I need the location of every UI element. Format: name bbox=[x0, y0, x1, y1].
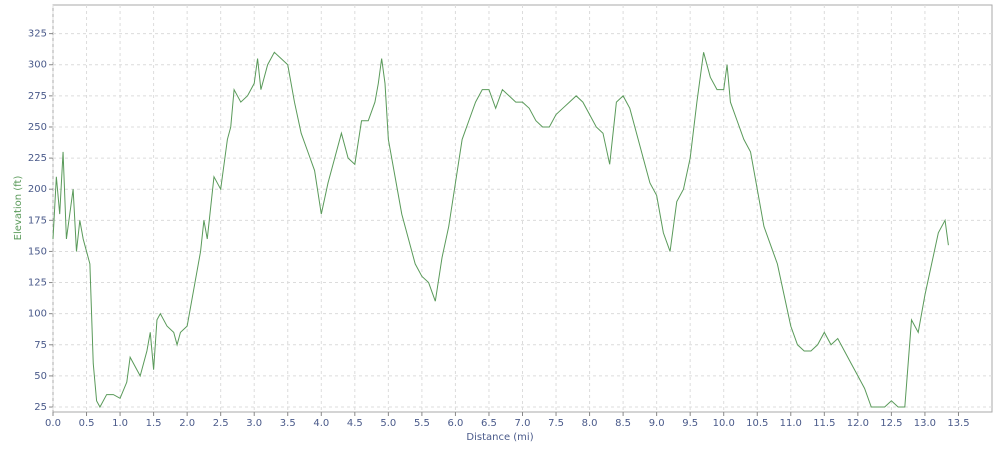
x-tick-label: 3.5 bbox=[280, 418, 296, 429]
x-tick-label: 13.5 bbox=[947, 418, 969, 429]
y-axis-label: Elevation (ft) bbox=[13, 176, 24, 241]
y-tick-label: 100 bbox=[28, 309, 47, 320]
y-tick-label: 250 bbox=[28, 122, 47, 133]
x-tick-label: 6.5 bbox=[481, 418, 497, 429]
y-tick-label: 25 bbox=[34, 402, 47, 413]
y-tick-label: 225 bbox=[28, 153, 47, 164]
x-tick-label: 11.0 bbox=[780, 418, 802, 429]
x-tick-label: 9.0 bbox=[649, 418, 665, 429]
x-tick-label: 12.5 bbox=[880, 418, 902, 429]
x-tick-label: 2.5 bbox=[213, 418, 229, 429]
x-tick-label: 3.0 bbox=[246, 418, 262, 429]
y-tick-label: 125 bbox=[28, 278, 47, 289]
elevation-line bbox=[52, 51, 949, 409]
x-tick-label: 9.5 bbox=[682, 418, 698, 429]
x-tick-label: 8.0 bbox=[582, 418, 598, 429]
x-tick-label: 13.0 bbox=[914, 418, 936, 429]
y-tick-label: 275 bbox=[28, 91, 47, 102]
y-tick-label: 200 bbox=[28, 184, 47, 195]
x-tick-label: 1.5 bbox=[146, 418, 162, 429]
x-tick-label: 10.0 bbox=[713, 418, 735, 429]
y-tick-label: 75 bbox=[34, 340, 47, 351]
x-tick-label: 1.0 bbox=[112, 418, 128, 429]
x-tick-label: 5.0 bbox=[380, 418, 396, 429]
x-tick-label: 8.5 bbox=[615, 418, 631, 429]
y-tick-label: 50 bbox=[34, 371, 47, 382]
x-axis-label: Distance (mi) bbox=[466, 432, 533, 443]
x-tick-label: 2.0 bbox=[179, 418, 195, 429]
x-tick-label: 10.5 bbox=[746, 418, 768, 429]
x-tick-label: 7.5 bbox=[548, 418, 564, 429]
x-tick-label: 12.0 bbox=[847, 418, 869, 429]
x-tick-label: 5.5 bbox=[414, 418, 430, 429]
x-tick-label: 4.0 bbox=[313, 418, 329, 429]
x-tick-label: 0.5 bbox=[79, 418, 95, 429]
x-tick-label: 4.5 bbox=[347, 418, 363, 429]
y-tick-label: 150 bbox=[28, 246, 47, 257]
y-tick-label: 325 bbox=[28, 29, 47, 40]
y-tick-label: 175 bbox=[28, 215, 47, 226]
y-tick-label: 300 bbox=[28, 60, 47, 71]
x-tick-label: 6.0 bbox=[447, 418, 463, 429]
x-tick-label: 0.0 bbox=[45, 418, 61, 429]
x-tick-label: 7.0 bbox=[515, 418, 531, 429]
x-tick-label: 11.5 bbox=[813, 418, 835, 429]
